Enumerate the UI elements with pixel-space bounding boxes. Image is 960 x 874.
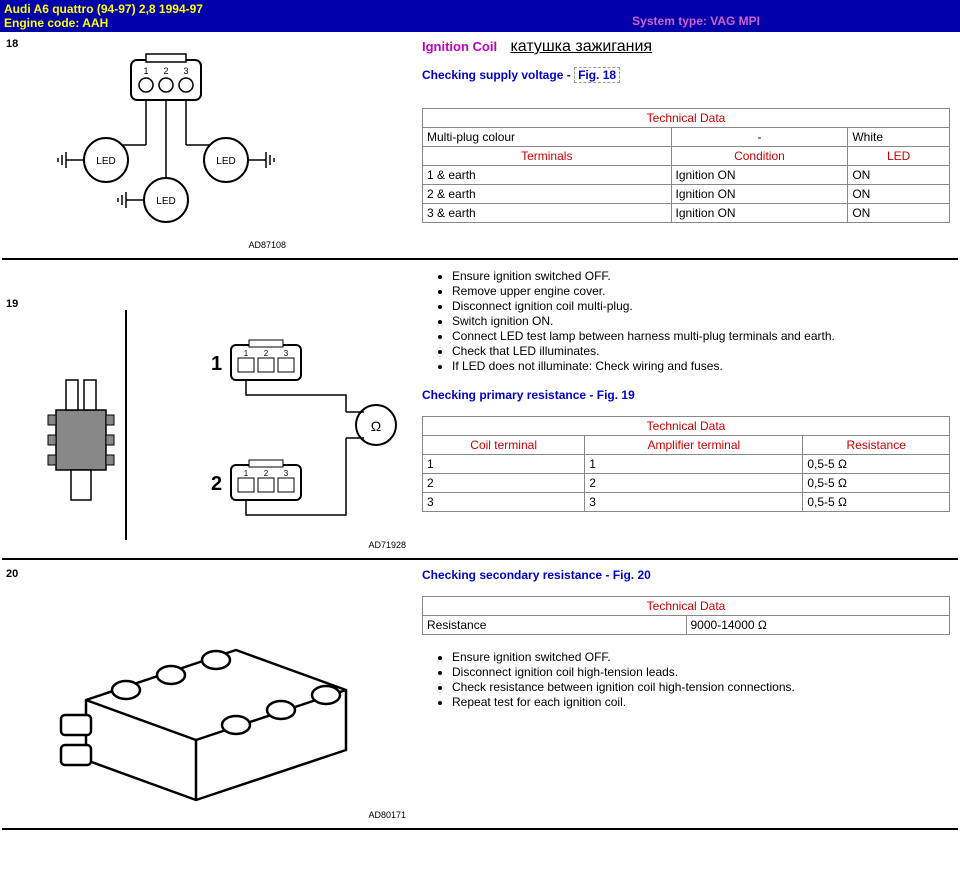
svg-text:LED: LED (156, 196, 175, 207)
col-header: Resistance (803, 436, 950, 455)
step: Connect LED test lamp between harness mu… (452, 329, 950, 343)
fig18-number: 18 (6, 38, 418, 50)
vehicle-line: Audi A6 quattro (94-97) 2,8 1994-97 (4, 2, 956, 16)
cell: 1 (585, 455, 803, 474)
step: Remove upper engine cover. (452, 284, 950, 298)
svg-text:3: 3 (284, 349, 289, 358)
cell: Multi-plug colour (423, 128, 672, 147)
fig18-caption: AD87108 (6, 240, 286, 250)
svg-text:1: 1 (211, 353, 222, 375)
cell: 1 & earth (423, 166, 672, 185)
cell: Ignition ON (671, 166, 848, 185)
cell: 0,5-5 Ω (803, 474, 950, 493)
fig20-row: 20 AD80171 Checking secondary r (2, 564, 958, 824)
cell: 1 (423, 455, 585, 474)
svg-text:LED: LED (216, 156, 235, 167)
svg-text:Ω: Ω (371, 418, 381, 434)
svg-text:2: 2 (264, 469, 269, 478)
systype-label: System type: (632, 14, 707, 28)
svg-text:LED: LED (96, 156, 115, 167)
step: Disconnect ignition coil high-tension le… (452, 665, 950, 679)
fig19-caption: AD71928 (6, 540, 406, 550)
svg-text:2: 2 (163, 66, 168, 76)
svg-text:3: 3 (183, 66, 188, 76)
tech-data-header: Technical Data (423, 109, 950, 128)
svg-text:2: 2 (264, 349, 269, 358)
systype-value: VAG MPI (710, 14, 760, 28)
fig19-number: 19 (6, 298, 418, 310)
fig18-steps: Ensure ignition switched OFF. Remove upp… (452, 269, 950, 373)
step: Check resistance between ignition coil h… (452, 680, 950, 694)
divider (2, 828, 958, 830)
step: Repeat test for each ignition coil. (452, 695, 950, 709)
fig18-row: 18 1 2 3 LED LED LED (2, 34, 958, 254)
svg-text:1: 1 (244, 349, 249, 358)
fig20-ref[interactable]: Fig. 20 (613, 568, 651, 582)
fig20-number: 20 (6, 568, 418, 580)
cell: Ignition ON (671, 204, 848, 223)
svg-text:1: 1 (244, 469, 249, 478)
cell: - (671, 128, 848, 147)
cell: 0,5-5 Ω (803, 455, 950, 474)
check-secondary-label: Checking secondary resistance (422, 568, 602, 582)
fig19-table: Technical Data Coil terminal Amplifier t… (422, 416, 950, 512)
col-header: Coil terminal (423, 436, 585, 455)
tech-data-header: Technical Data (423, 417, 950, 436)
cell: ON (848, 204, 950, 223)
svg-text:1: 1 (143, 66, 148, 76)
step: Ensure ignition switched OFF. (452, 269, 950, 283)
cell: 2 (423, 474, 585, 493)
engine-label: Engine code: (4, 16, 79, 30)
tech-data-header: Technical Data (423, 597, 950, 616)
step: Check that LED illuminates. (452, 344, 950, 358)
engine-line: Engine code: AAH (4, 16, 956, 30)
system-type: System type: VAG MPI (632, 14, 760, 28)
cell: 0,5-5 Ω (803, 493, 950, 512)
divider (2, 558, 958, 560)
col-header: Terminals (423, 147, 672, 166)
col-header: LED (848, 147, 950, 166)
fig20-diagram (6, 580, 416, 810)
fig18-diagram: 1 2 3 LED LED LED (6, 50, 306, 240)
cell: 3 (585, 493, 803, 512)
fig20-steps: Ensure ignition switched OFF. Disconnect… (452, 650, 950, 709)
fig20-caption: AD80171 (6, 810, 406, 820)
svg-text:2: 2 (211, 473, 222, 495)
cell: 2 (585, 474, 803, 493)
divider (2, 258, 958, 260)
cell: White (848, 128, 950, 147)
step: Disconnect ignition coil multi-plug. (452, 299, 950, 313)
col-header: Amplifier terminal (585, 436, 803, 455)
fig18-table: Technical Data Multi-plug colour - White… (422, 108, 950, 223)
cell: 9000-14000 Ω (686, 616, 950, 635)
cell: 2 & earth (423, 185, 672, 204)
cell: Ignition ON (671, 185, 848, 204)
cell: ON (848, 185, 950, 204)
check-supply-label: Checking supply voltage (422, 68, 563, 82)
fig19-ref[interactable]: Fig. 19 (597, 388, 635, 402)
cell: 3 (423, 493, 585, 512)
section-title-ru: катушка зажигания (510, 38, 652, 55)
svg-text:3: 3 (284, 469, 289, 478)
fig19-diagram: 1 2 3 1 1 2 3 2 Ω (6, 310, 416, 540)
step: Ensure ignition switched OFF. (452, 650, 950, 664)
col-header: Condition (671, 147, 848, 166)
fig18-ref[interactable]: Fig. 18 (574, 67, 620, 83)
cell: Resistance (423, 616, 687, 635)
step: Switch ignition ON. (452, 314, 950, 328)
step: If LED does not illuminate: Check wiring… (452, 359, 950, 373)
cell: ON (848, 166, 950, 185)
check-primary-label: Checking primary resistance (422, 388, 586, 402)
page-header: Audi A6 quattro (94-97) 2,8 1994-97 Engi… (0, 0, 960, 32)
engine-code: AAH (82, 16, 108, 30)
fig19-row: 19 123 1 123 2 Ω (2, 264, 958, 554)
section-title: Ignition Coil (422, 39, 497, 54)
fig20-table: Technical Data Resistance 9000-14000 Ω (422, 596, 950, 635)
cell: 3 & earth (423, 204, 672, 223)
